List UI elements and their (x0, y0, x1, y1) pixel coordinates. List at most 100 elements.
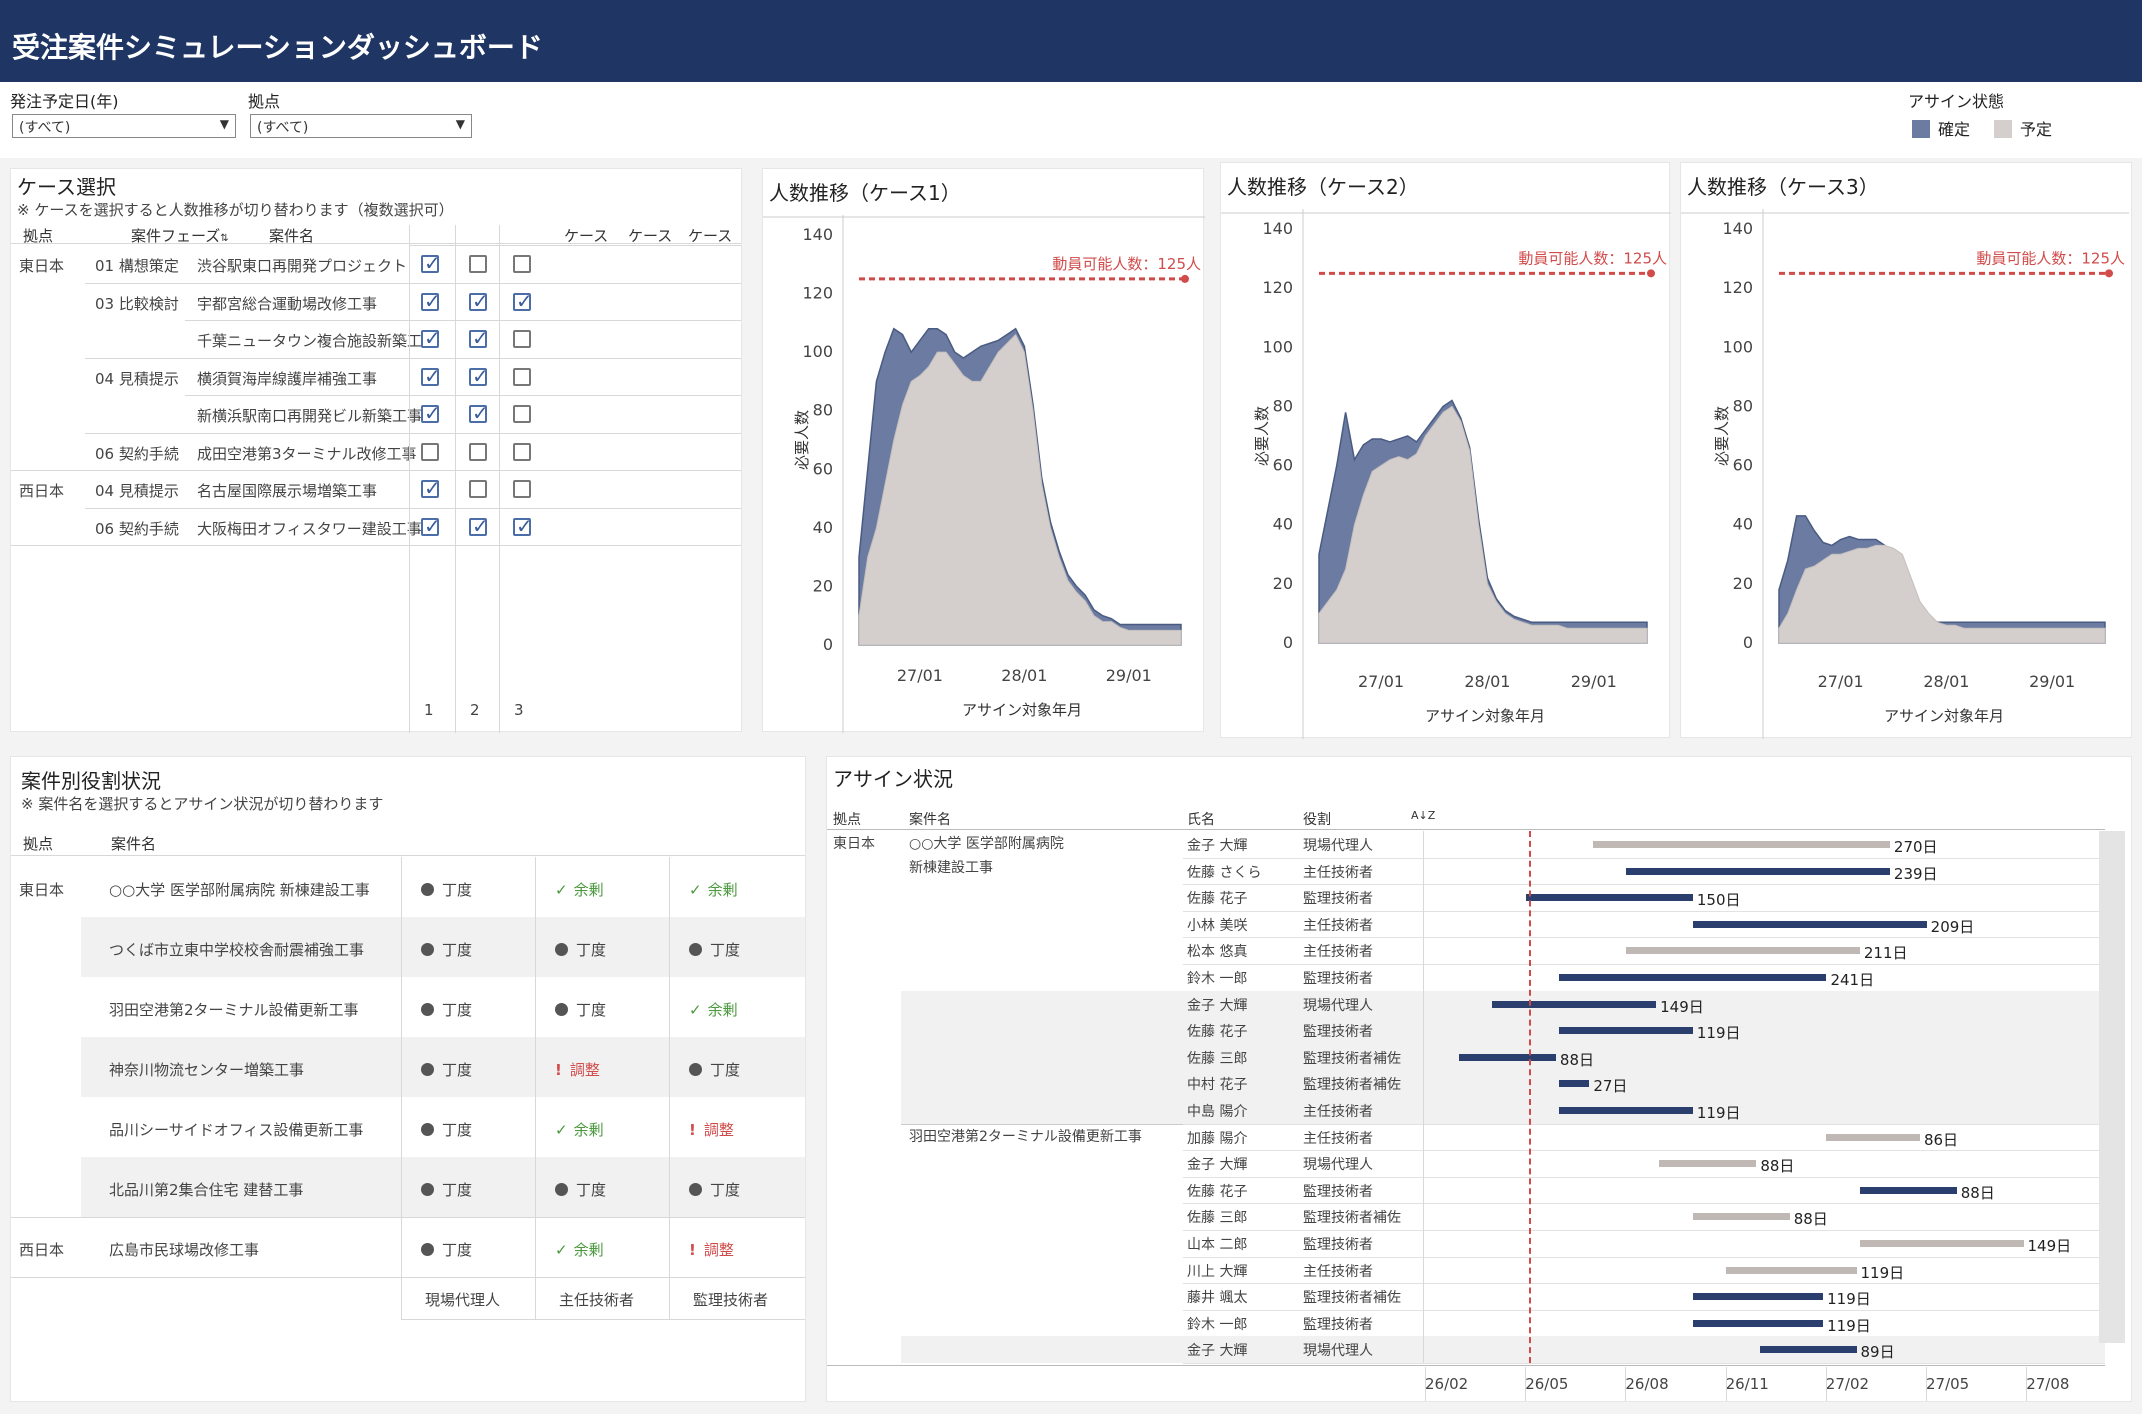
capacity-point (1181, 274, 1189, 283)
divider (185, 395, 411, 396)
role-row-project-name[interactable]: つくば市立東中学校校舎耐震補強工事 (109, 941, 365, 959)
year-filter-select[interactable]: (すべて) ▼ (12, 114, 236, 138)
gantt-duration-label: 119日 (1860, 1263, 1905, 1282)
gantt-bar[interactable] (1692, 1293, 1824, 1301)
case-1-checkbox[interactable] (421, 514, 441, 538)
role-row-project-name[interactable]: 神奈川物流センター増築工事 (109, 1061, 305, 1079)
divider (1183, 857, 2105, 859)
role-row-project-name[interactable]: 品川シーサイドオフィス設備更新工事 (109, 1121, 364, 1139)
y-tick-label: 20 (813, 576, 833, 595)
case-3-checkbox[interactable] (513, 255, 531, 273)
gantt-bar[interactable] (1826, 1133, 1920, 1141)
case-3-checkbox[interactable] (513, 367, 531, 386)
gantt-bar[interactable] (1726, 1266, 1857, 1274)
divider (11, 855, 805, 856)
gantt-bar[interactable] (1559, 1107, 1693, 1114)
case-2-checkbox[interactable] (469, 480, 487, 498)
case-3-checkbox[interactable] (513, 405, 531, 423)
divider (1183, 1363, 2105, 1364)
gantt-bar[interactable] (1692, 920, 1927, 928)
role-status-badge: 丁度 (421, 999, 472, 1020)
divider (11, 470, 411, 471)
circle-icon (421, 883, 434, 896)
gantt-bar[interactable] (1592, 841, 1890, 848)
assign-person: 加藤 陽介 (1187, 1130, 1248, 1147)
circle-icon (421, 943, 434, 956)
x-tick-label: 27/01 (897, 666, 943, 685)
scrollbar-track[interactable] (2099, 831, 2125, 1343)
gantt-bar[interactable] (1692, 1213, 1790, 1221)
gantt-bar[interactable] (1559, 974, 1827, 981)
legend-title: アサイン状態 (1908, 92, 2005, 111)
gantt-bar[interactable] (1626, 947, 1860, 955)
base-filter-select[interactable]: (すべて) ▼ (250, 114, 472, 138)
sort-az-icon[interactable]: A↓Z (1411, 809, 1436, 822)
assign-project-name[interactable]: ○○大学 医学部附属病院 (909, 836, 1064, 852)
assign-project-name-line2[interactable]: 新棟建設工事 (909, 860, 993, 876)
row-project-name[interactable]: 成田空港第3ターミナル改修工事 (197, 444, 417, 463)
gantt-bar[interactable] (1659, 1160, 1757, 1168)
role-status-text: 調整 (569, 1061, 600, 1079)
case-3-checkbox[interactable] (513, 514, 533, 538)
case-3-checkbox[interactable] (513, 289, 533, 313)
case-2-checkbox[interactable] (469, 514, 489, 538)
row-project-name[interactable]: 名古屋国際展示場増築工事 (197, 482, 378, 500)
gantt-bar[interactable] (1559, 1027, 1693, 1035)
case-3-checkbox[interactable] (513, 330, 531, 348)
legend-planned-label: 予定 (2020, 120, 2053, 139)
case-2-checkbox[interactable] (469, 401, 489, 425)
row-project-name[interactable]: 大阪梅田オフィスタワー建設工事 (197, 519, 422, 538)
assign-person: 小林 美咲 (1187, 917, 1248, 934)
legend-confirmed[interactable]: 確定 (1912, 116, 1970, 140)
legend-planned[interactable]: 予定 (1994, 116, 2052, 140)
case-1-checkbox[interactable] (421, 289, 441, 313)
gantt-bar[interactable] (1459, 1053, 1556, 1061)
row-project-name[interactable]: 宇都宮総合運動場改修工事 (197, 294, 378, 313)
gantt-bar[interactable] (1525, 894, 1693, 902)
case-2-checkbox[interactable] (469, 442, 487, 461)
case-1-checkbox[interactable] (421, 251, 441, 275)
check-icon: ✓ (689, 881, 702, 899)
row-project-name[interactable]: 渋谷駅東口再開発プロジェクト (197, 257, 408, 275)
role-row-project-name[interactable]: 羽田空港第2ターミナル設備更新工事 (109, 1001, 359, 1019)
case-3-checkbox[interactable] (513, 442, 531, 461)
case-2-checkbox[interactable] (469, 364, 489, 388)
gantt-bar[interactable] (1626, 867, 1890, 875)
case-1-checkbox[interactable] (421, 401, 441, 425)
row-project-name[interactable]: 千葉ニュータウン複合施設新築工事 (197, 332, 438, 350)
divider (827, 1365, 2105, 1366)
circle-icon (689, 1183, 702, 1196)
row-project-name[interactable]: 新横浜駅南口再開発ビル新築工事 (197, 407, 423, 425)
row-project-name[interactable]: 横須賀海岸線護岸補強工事 (197, 369, 378, 388)
assign-project-name[interactable]: 羽田空港第2ターミナル設備更新工事 (909, 1128, 1142, 1145)
series-area-confirmed (1778, 544, 2106, 644)
role-row-project-name[interactable]: ○○大学 医学部附属病院 新棟建設工事 (109, 881, 370, 899)
roles-panel: 案件別役割状況 ※ 案件名を選択するとアサイン状況が切り替わります 拠点 案件名… (10, 756, 806, 1402)
case-3-checkbox[interactable] (513, 480, 531, 498)
case-2-checkbox[interactable] (469, 289, 489, 313)
case-1-checkbox[interactable] (421, 326, 441, 350)
role-row-project-name[interactable]: 北品川第2集合住宅 建替工事 (109, 1181, 304, 1199)
role-status-text: 余剰 (573, 1241, 604, 1259)
case-1-checkbox[interactable] (421, 476, 441, 500)
legend-confirmed-label: 確定 (1938, 120, 1971, 139)
assign-role: 現場代理人 (1303, 1157, 1373, 1174)
check-icon: ✓ (555, 881, 568, 899)
gantt-bar[interactable] (1692, 1319, 1824, 1327)
case-1-checkbox[interactable] (421, 442, 439, 461)
case-2-checkbox[interactable] (469, 255, 487, 273)
role-row-project-name[interactable]: 広島市民球場改修工事 (109, 1241, 260, 1259)
gantt-bar[interactable] (1759, 1346, 1857, 1354)
x-tick-label: 28/01 (1001, 666, 1047, 685)
chart-title: 人数推移（ケース2） (1227, 175, 1419, 199)
gantt-bar[interactable] (1559, 1080, 1590, 1088)
gantt-bar[interactable] (1492, 1000, 1657, 1008)
col-header-phase[interactable]: 案件フェーズ⇅ (131, 227, 229, 245)
case-1-checkbox[interactable] (421, 364, 441, 388)
gantt-bar[interactable] (1859, 1240, 2024, 1247)
case-2-checkbox[interactable] (469, 326, 489, 350)
y-tick-label: 140 (1722, 219, 1753, 238)
y-tick-label: 120 (1262, 278, 1293, 297)
assign-person: 金子 大輝 (1187, 997, 1248, 1014)
gantt-bar[interactable] (1859, 1186, 1957, 1194)
